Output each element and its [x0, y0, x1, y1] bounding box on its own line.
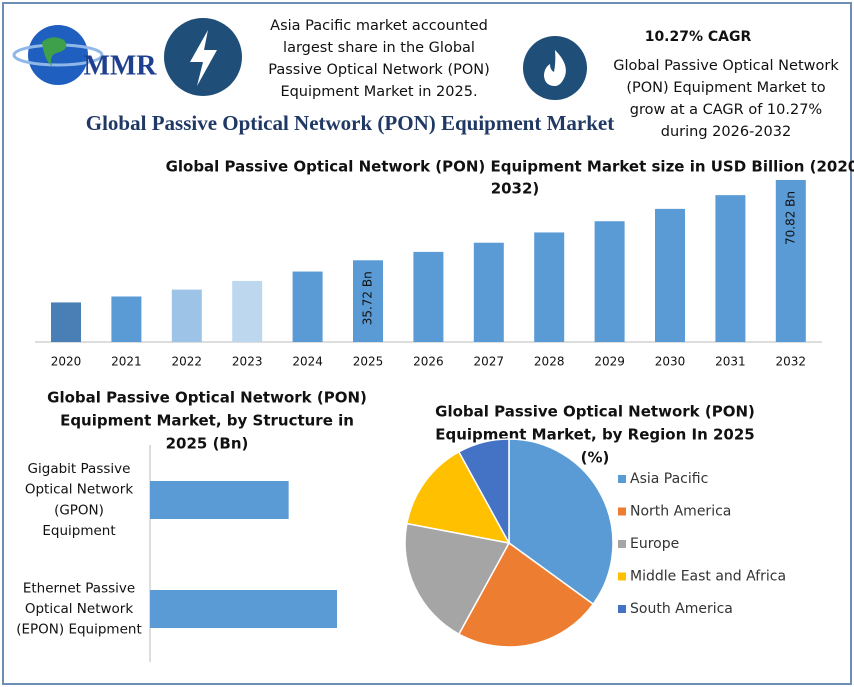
- bar: [775, 180, 806, 342]
- bar: [413, 251, 444, 342]
- legend-swatch: [618, 507, 626, 516]
- legend-swatch: [618, 475, 626, 483]
- y-tick-label: (GPON): [54, 502, 104, 518]
- x-tick-label: 2025: [353, 355, 384, 369]
- legend-label: North America: [630, 504, 731, 520]
- chart-title: Equipment Market, by Region In 2025: [435, 426, 754, 444]
- pie-slice: [508, 438, 614, 606]
- bar: [150, 590, 337, 628]
- main-title: Global Passive Optical Network (PON) Equ…: [86, 111, 614, 135]
- pie-slice: [404, 522, 511, 636]
- x-tick-label: 2024: [292, 355, 323, 369]
- logo-text: MMR: [83, 50, 157, 81]
- y-tick-label: Gigabit Passive: [28, 461, 131, 477]
- legend-label: South America: [630, 601, 733, 617]
- bar: [51, 302, 81, 342]
- bar: [473, 242, 504, 342]
- callout-text: grow at a CAGR of 10.27%: [630, 102, 822, 118]
- legend-swatch: [618, 540, 626, 548]
- flame-icon: [523, 36, 587, 100]
- legend-swatch: [618, 605, 626, 613]
- x-tick-label: 2020: [51, 355, 82, 369]
- bar: [111, 296, 142, 342]
- y-tick-label: Ethernet Passive: [23, 580, 135, 596]
- callout-text: (PON) Equipment Market to: [626, 80, 825, 96]
- x-tick-label: 2023: [232, 355, 263, 369]
- y-tick-label: (EPON) Equipment: [16, 622, 142, 638]
- bar: [292, 271, 323, 342]
- callout-text: during 2026-2032: [661, 124, 791, 140]
- chart-title: 2032): [491, 180, 540, 198]
- callout-text: Passive Optical Network (PON): [268, 62, 490, 78]
- x-tick-label: 2027: [474, 355, 505, 369]
- bar: [715, 195, 746, 342]
- callout-text: Global Passive Optical Network: [613, 58, 839, 74]
- callout-text: Asia Pacific market accounted: [270, 18, 488, 34]
- y-tick-label: Equipment: [42, 523, 115, 539]
- callout-text: Equipment Market in 2025.: [280, 84, 477, 100]
- cagr-title: 10.27% CAGR: [645, 29, 752, 45]
- pie-slice: [457, 541, 595, 648]
- bar: [150, 481, 289, 519]
- logo: MMR: [12, 25, 157, 85]
- x-tick-label: 2022: [172, 355, 203, 369]
- chart-title: Global Passive Optical Network (PON): [435, 403, 755, 421]
- bolt-icon: [164, 18, 242, 96]
- bar: [655, 208, 685, 342]
- data-label: 35.72 Bn: [360, 271, 374, 325]
- x-tick-label: 2021: [111, 355, 142, 369]
- legend-swatch: [618, 572, 626, 581]
- bar: [534, 232, 565, 342]
- x-tick-label: 2031: [715, 355, 746, 369]
- data-label: 70.82 Bn: [783, 191, 797, 245]
- chart-title: Equipment Market, by Structure in: [60, 412, 354, 430]
- bar: [353, 260, 383, 342]
- legend-label: Europe: [630, 536, 679, 552]
- pie-slice: [405, 450, 511, 545]
- bar: [171, 289, 202, 342]
- chart-title: 2025 (Bn): [166, 435, 249, 453]
- bar: [594, 221, 625, 342]
- x-tick-label: 2030: [655, 355, 686, 369]
- x-tick-label: 2026: [413, 355, 444, 369]
- legend-label: Middle East and Africa: [630, 569, 786, 585]
- bar: [232, 280, 263, 342]
- callout-text: largest share in the Global: [283, 40, 475, 56]
- y-tick-label: Optical Network: [25, 482, 134, 498]
- x-tick-label: 2029: [594, 355, 625, 369]
- chart-title: (%): [581, 449, 610, 467]
- x-tick-label: 2032: [776, 355, 807, 369]
- x-tick-label: 2028: [534, 355, 565, 369]
- chart-title: Global Passive Optical Network (PON): [47, 389, 367, 407]
- pie-slice: [457, 438, 510, 544]
- legend-label: Asia Pacific: [630, 471, 708, 487]
- chart-title: Global Passive Optical Network (PON) Equ…: [166, 158, 854, 176]
- y-tick-label: Optical Network: [25, 601, 134, 617]
